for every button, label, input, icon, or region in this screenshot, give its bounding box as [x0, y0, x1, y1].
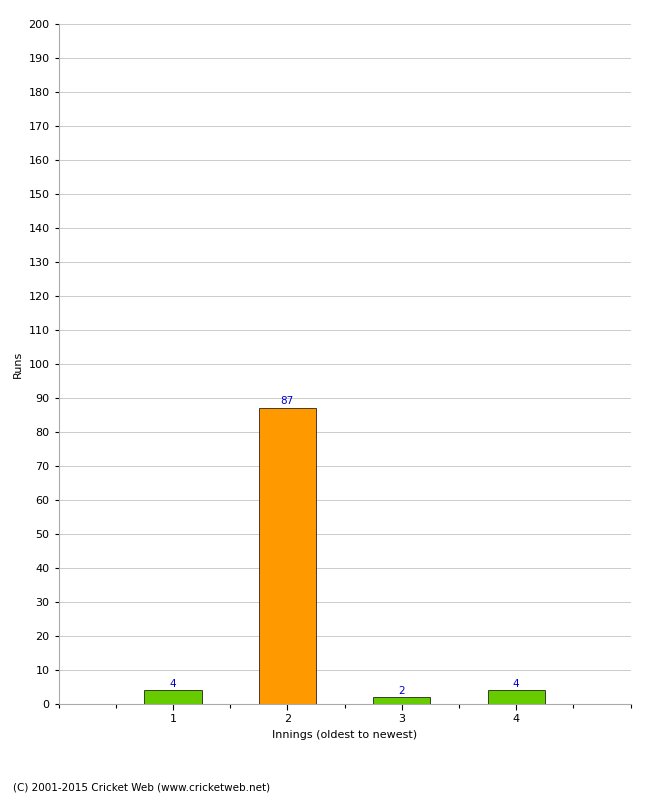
- Text: 87: 87: [281, 397, 294, 406]
- Text: 2: 2: [398, 686, 405, 695]
- X-axis label: Innings (oldest to newest): Innings (oldest to newest): [272, 730, 417, 740]
- Text: 4: 4: [170, 678, 176, 689]
- Bar: [373, 697, 430, 704]
- Bar: [488, 690, 545, 704]
- Y-axis label: Runs: Runs: [13, 350, 23, 378]
- Bar: [144, 690, 202, 704]
- Text: (C) 2001-2015 Cricket Web (www.cricketweb.net): (C) 2001-2015 Cricket Web (www.cricketwe…: [13, 782, 270, 792]
- Text: 4: 4: [513, 678, 519, 689]
- Bar: [259, 408, 316, 704]
